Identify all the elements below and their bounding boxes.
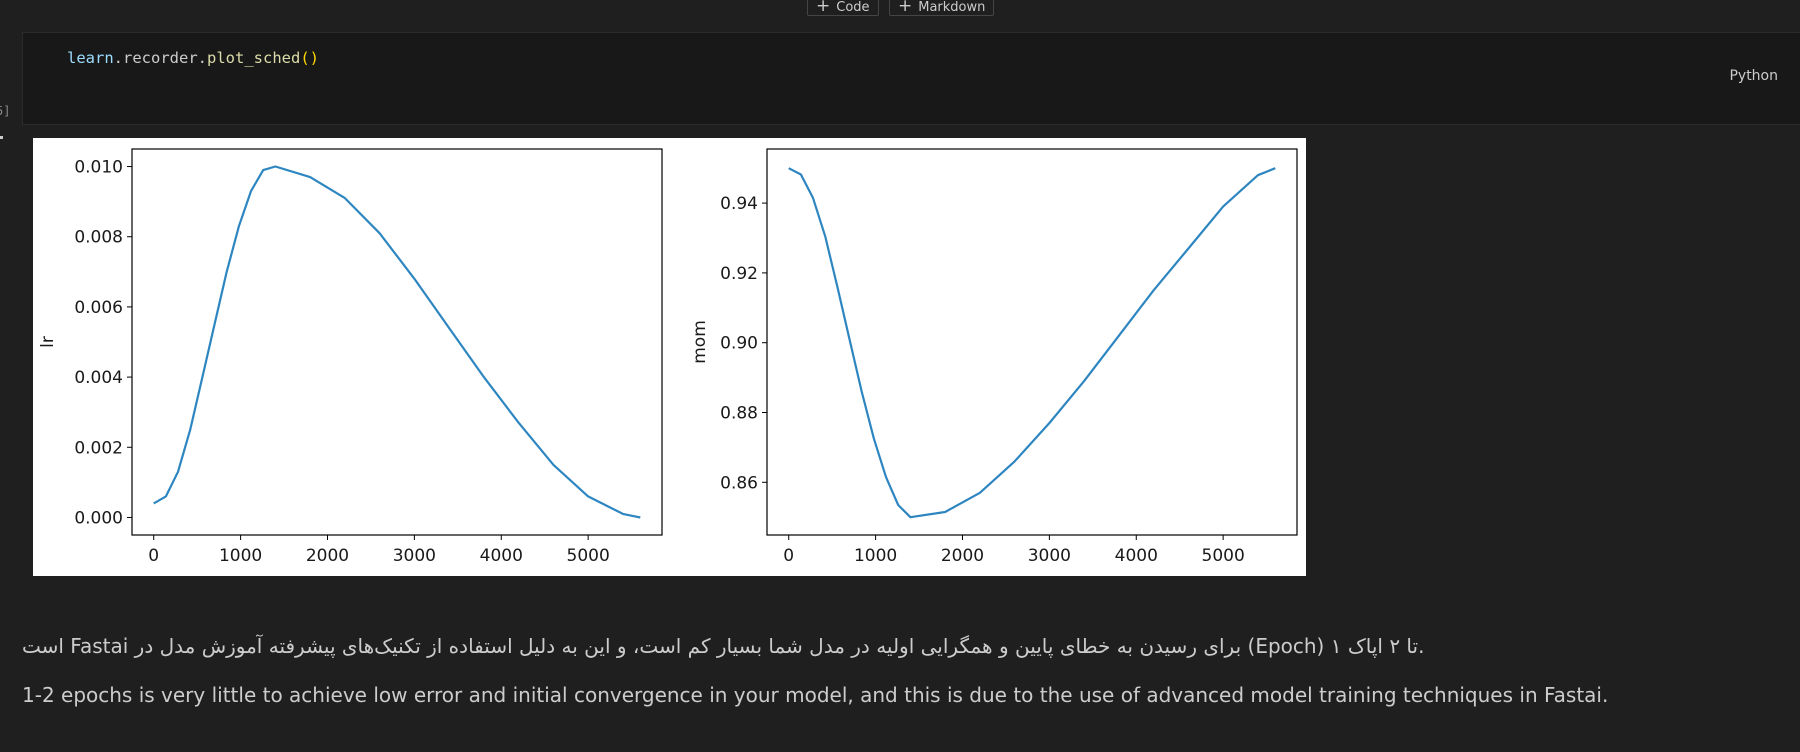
code-cell[interactable]: learn.recorder.plot_sched() <box>22 32 1800 125</box>
plus-icon: + <box>898 0 913 16</box>
code-token-object: learn <box>67 49 114 67</box>
schedule-plots: 0 1000 2000 3000 4000 5000 0.000 0.002 0.004 0.00… <box>38 148 1298 566</box>
plot-frame-mom <box>766 148 1298 536</box>
y-tick-label: 0.92 <box>720 264 758 284</box>
code-token-dot: . <box>113 49 124 67</box>
add-code-cell-button[interactable]: + Code <box>807 0 879 16</box>
code-token-attr: recorder <box>123 49 198 67</box>
markdown-english-text: 1-2 epochs is very little to achieve low… <box>22 683 1609 707</box>
output-indicator <box>0 136 3 139</box>
plot-output: 0 1000 2000 3000 4000 5000 0.000 0.002 0.004 0.00… <box>33 138 1306 576</box>
plus-icon: + <box>816 0 831 16</box>
x-tick-label: 1000 <box>854 546 897 566</box>
x-tick-label: 4000 <box>1115 546 1158 566</box>
add-markdown-cell-label: Markdown <box>918 0 986 15</box>
y-axis-label-mom: mom <box>690 320 710 364</box>
x-tick-label: 2000 <box>306 546 349 566</box>
cell-language-label[interactable]: Python <box>1729 68 1778 84</box>
y-tick-label: 0.010 <box>74 158 123 178</box>
x-tick-label: 3000 <box>1028 546 1071 566</box>
y-tick-label: 0.94 <box>720 194 758 214</box>
plot-frame-lr <box>131 148 663 536</box>
code-token-parens: () <box>300 49 320 67</box>
series-line-mom <box>788 167 1276 519</box>
x-tick-label: 4000 <box>480 546 523 566</box>
x-tick-label: 3000 <box>393 546 436 566</box>
x-tick-label: 0 <box>783 546 794 566</box>
add-code-cell-label: Code <box>836 0 870 15</box>
y-tick-label: 0.006 <box>74 298 123 318</box>
y-tick-label: 0.90 <box>720 334 758 354</box>
markdown-persian-text: است Fastai برای رسیدن به خطای پایین و هم… <box>22 634 1425 658</box>
y-tick-label: 0.002 <box>74 438 123 458</box>
x-tick-label: 2000 <box>941 546 984 566</box>
x-tick-label: 5000 <box>1202 546 1245 566</box>
code-token-dot: . <box>197 49 208 67</box>
x-tick-label: 0 <box>148 546 159 566</box>
x-tick-label: 1000 <box>219 546 262 566</box>
y-tick-label: 0.88 <box>720 403 758 423</box>
y-tick-label: 0.004 <box>74 368 123 388</box>
y-axis-label-lr: lr <box>38 336 58 348</box>
x-tick-label: 5000 <box>567 546 610 566</box>
series-line-lr <box>153 165 641 519</box>
add-markdown-cell-button[interactable]: + Markdown <box>889 0 995 16</box>
code-editor-line[interactable]: learn.recorder.plot_sched() <box>67 49 319 67</box>
y-tick-label: 0.008 <box>74 228 123 248</box>
execution-count: 5] <box>0 104 11 118</box>
code-token-method: plot_sched <box>207 49 301 67</box>
y-tick-label: 0.86 <box>720 473 758 493</box>
y-tick-label: 0.000 <box>74 508 123 528</box>
